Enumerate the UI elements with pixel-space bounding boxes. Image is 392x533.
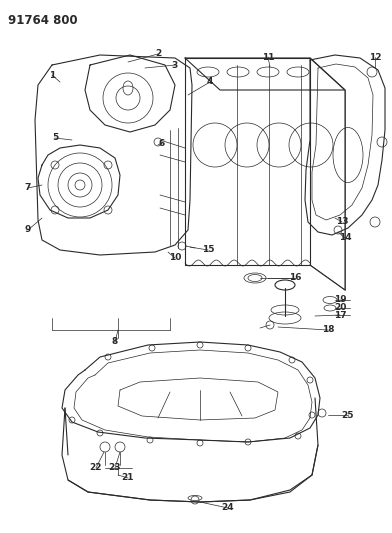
Text: 17: 17 — [334, 311, 346, 319]
Text: 5: 5 — [52, 133, 58, 142]
Text: 8: 8 — [112, 337, 118, 346]
Text: 21: 21 — [122, 473, 134, 482]
Text: 15: 15 — [202, 246, 214, 254]
Text: 14: 14 — [339, 233, 351, 243]
Text: 20: 20 — [334, 303, 346, 312]
Text: 1: 1 — [49, 70, 55, 79]
Text: 12: 12 — [369, 52, 381, 61]
Text: 24: 24 — [222, 504, 234, 513]
Text: 16: 16 — [289, 273, 301, 282]
Text: 13: 13 — [336, 217, 348, 227]
Text: 3: 3 — [172, 61, 178, 69]
Text: 11: 11 — [262, 52, 274, 61]
Text: 19: 19 — [334, 295, 346, 304]
Text: 23: 23 — [109, 464, 121, 472]
Text: 2: 2 — [155, 50, 161, 59]
Text: 18: 18 — [322, 326, 334, 335]
Text: 10: 10 — [169, 254, 181, 262]
Text: 9: 9 — [25, 225, 31, 235]
Text: 4: 4 — [207, 77, 213, 86]
Text: 91764 800: 91764 800 — [8, 14, 78, 27]
Text: 6: 6 — [159, 139, 165, 148]
Text: 7: 7 — [25, 183, 31, 192]
Text: 22: 22 — [90, 464, 102, 472]
Text: 25: 25 — [342, 410, 354, 419]
